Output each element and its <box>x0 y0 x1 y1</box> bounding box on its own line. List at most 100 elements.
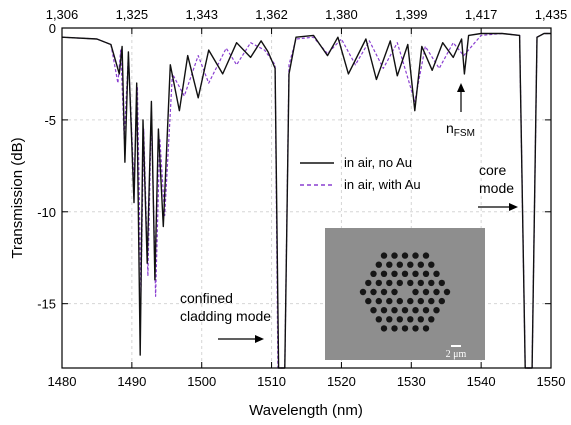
air-hole <box>380 252 388 259</box>
air-hole <box>428 316 435 323</box>
air-hole <box>417 279 424 287</box>
top-tick-label: 1,417 <box>465 7 498 22</box>
axis-ticks: 1480 1490 1500 1510 1520 1530 1540 1550 1,306 1,3… <box>37 7 567 389</box>
air-hole <box>391 307 398 314</box>
air-hole <box>407 279 414 287</box>
air-hole <box>412 288 419 296</box>
air-hole <box>401 252 409 259</box>
air-hole <box>370 307 377 314</box>
top-tick-label: 1,399 <box>395 7 428 22</box>
y-tick-label: 0 <box>49 21 56 36</box>
legend: in air, no Au in air, with Au <box>300 155 421 192</box>
nfsm-subscript: FSM <box>454 128 475 139</box>
x-axis-title: Wavelength (nm) <box>249 402 363 419</box>
air-hole <box>391 325 398 332</box>
air-hole <box>443 288 451 296</box>
air-hole <box>365 279 372 287</box>
air-hole <box>401 307 409 314</box>
air-hole <box>396 261 403 268</box>
air-hole <box>433 307 440 314</box>
air-hole <box>380 288 388 296</box>
air-hole <box>412 307 419 314</box>
air-hole <box>412 252 419 259</box>
air-hole <box>396 279 403 287</box>
x-tick-label: 1550 <box>537 374 566 389</box>
y-axis-title: Transmission (dB) <box>9 137 26 258</box>
nfsm-arrow <box>457 83 465 112</box>
air-hole <box>417 316 424 323</box>
air-hole <box>380 270 388 277</box>
air-hole <box>438 297 445 305</box>
air-hole <box>375 261 382 268</box>
y-tick-label: -5 <box>44 113 56 128</box>
cladding-mode-arrow <box>218 335 264 343</box>
air-hole <box>428 279 435 287</box>
air-hole <box>422 252 430 259</box>
air-hole <box>386 261 393 268</box>
air-hole <box>433 270 440 277</box>
x-tick-label: 1520 <box>327 374 356 389</box>
air-hole <box>401 325 409 332</box>
x-tick-label: 1510 <box>257 374 286 389</box>
plot-frame <box>61 27 552 369</box>
legend-label-no-au: in air, no Au <box>344 155 412 170</box>
air-hole-lattice <box>359 252 451 332</box>
air-hole <box>422 307 430 314</box>
air-hole <box>422 325 430 332</box>
nfsm-annotation: nFSM <box>446 120 475 139</box>
air-hole <box>386 316 393 323</box>
air-hole <box>391 270 398 277</box>
air-hole <box>417 297 424 305</box>
air-hole <box>391 288 398 296</box>
air-hole <box>422 288 430 296</box>
air-hole <box>412 325 419 332</box>
nfsm-main: n <box>446 120 454 136</box>
air-hole <box>422 270 430 277</box>
fiber-cross-section-inset: 2 μm <box>325 228 485 360</box>
top-tick-label: 1,362 <box>255 7 288 22</box>
air-hole <box>396 316 403 323</box>
air-hole <box>428 297 435 305</box>
air-hole <box>370 270 377 277</box>
core-mode-label-line1: core <box>479 162 506 178</box>
air-hole <box>386 297 393 305</box>
air-hole <box>401 270 409 277</box>
air-hole <box>375 297 382 305</box>
air-hole <box>438 279 445 287</box>
air-hole <box>375 316 382 323</box>
air-hole <box>380 325 388 332</box>
core-mode-label-line2: mode <box>479 180 514 196</box>
air-hole <box>417 261 424 268</box>
air-hole <box>380 307 388 314</box>
x-tick-label: 1530 <box>397 374 426 389</box>
cladding-mode-label-line1: confined <box>180 290 233 306</box>
x-tick-label: 1480 <box>48 374 77 389</box>
x-tick-label: 1500 <box>187 374 216 389</box>
air-hole <box>359 288 367 296</box>
air-hole <box>375 279 382 287</box>
inset-scale-label: 2 μm <box>446 349 467 360</box>
top-tick-label: 1,435 <box>535 7 568 22</box>
legend-label-with-au: in air, with Au <box>344 177 421 192</box>
x-tick-label: 1490 <box>117 374 146 389</box>
air-hole <box>433 288 440 296</box>
top-tick-label: 1,380 <box>325 7 358 22</box>
air-hole <box>407 316 414 323</box>
air-hole <box>365 297 372 305</box>
air-hole <box>396 297 403 305</box>
air-hole <box>407 261 414 268</box>
y-tick-label: -15 <box>37 297 56 312</box>
cladding-mode-label-line2: cladding mode <box>180 308 271 324</box>
top-tick-label: 1,343 <box>185 7 218 22</box>
top-tick-label: 1,325 <box>116 7 149 22</box>
x-tick-label: 1540 <box>467 374 496 389</box>
air-hole <box>370 288 377 296</box>
air-hole <box>412 270 419 277</box>
core-mode-arrow <box>478 203 518 211</box>
air-hole <box>386 279 393 287</box>
air-hole <box>428 261 435 268</box>
top-tick-label: 1,306 <box>46 7 79 22</box>
air-hole <box>407 297 414 305</box>
air-hole <box>391 252 398 259</box>
